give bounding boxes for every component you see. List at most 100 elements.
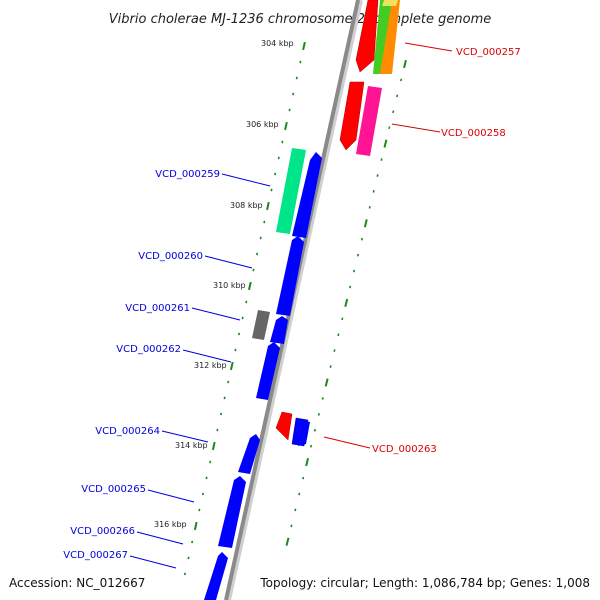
- minor-tick: [299, 60, 302, 64]
- minor-tick: [290, 524, 293, 528]
- leader-line-vcd-000264: [161, 430, 209, 443]
- minor-tick: [372, 190, 375, 193]
- leader-line-vcd-000265: [147, 489, 195, 503]
- gene-vcd-000257[interactable]: [355, 0, 379, 73]
- minor-tick: [252, 268, 255, 272]
- gene-vcd-000262[interactable]: [256, 342, 280, 400]
- gene-label-vcd-000258[interactable]: VCD_000258: [441, 128, 506, 139]
- minor-tick: [219, 412, 223, 416]
- leader-line-vcd-000262: [182, 349, 232, 363]
- minor-tick: [274, 172, 277, 176]
- gene-vcd-000267[interactable]: [204, 552, 228, 600]
- minor-tick: [302, 476, 305, 480]
- minor-tick: [256, 252, 259, 256]
- major-tick: [324, 378, 329, 387]
- minor-tick: [277, 156, 280, 160]
- map-title: Vibrio cholerae MJ-1236 chromosome 2, co…: [109, 12, 491, 27]
- gene-label-vcd-000265[interactable]: VCD_000265: [81, 484, 146, 495]
- gene-label-vcd-000263[interactable]: VCD_000263: [372, 444, 437, 455]
- tick-label: 304 kbp: [261, 39, 294, 48]
- minor-tick: [270, 188, 273, 192]
- minor-tick: [205, 476, 208, 480]
- tick-label: 306 kbp: [246, 120, 279, 129]
- gene-label-vcd-000259[interactable]: VCD_000259: [155, 169, 220, 180]
- minor-tick: [321, 397, 324, 400]
- minor-tick: [333, 349, 336, 353]
- minor-tick: [337, 333, 340, 337]
- leader-line-vcd-000260: [204, 255, 253, 269]
- minor-tick: [313, 428, 316, 432]
- gene-label-vcd-000266[interactable]: VCD_000266: [70, 526, 135, 537]
- gene-label-vcd-000267[interactable]: VCD_000267: [63, 550, 128, 561]
- leader-line-vcd-000266: [136, 531, 184, 545]
- major-tick: [302, 41, 306, 51]
- gene-vcd-000263-a[interactable]: [275, 411, 293, 441]
- minor-tick: [368, 205, 371, 209]
- minor-tick: [216, 428, 219, 432]
- gene-vcd-000259[interactable]: [276, 148, 306, 234]
- leader-line-vcd-000267: [129, 555, 177, 569]
- minor-tick: [191, 540, 194, 544]
- outer-tick-ring: [285, 59, 407, 546]
- minor-tick: [183, 572, 186, 576]
- minor-tick: [223, 396, 226, 400]
- minor-tick: [353, 269, 356, 273]
- gene-vcd-000261[interactable]: [252, 310, 270, 340]
- gene-vcd-000258-a[interactable]: [339, 81, 365, 151]
- minor-tick: [227, 380, 230, 384]
- leader-line-vcd-000261: [191, 307, 241, 321]
- minor-tick: [209, 460, 212, 464]
- gene-label-vcd-000262[interactable]: VCD_000262: [116, 344, 181, 355]
- gene-orange[interactable]: [380, 0, 400, 74]
- gene-vcd-000263-c[interactable]: [298, 420, 310, 446]
- leader-line-vcd-000257: [404, 42, 453, 52]
- major-tick: [403, 59, 407, 69]
- minor-tick: [259, 236, 262, 240]
- gene-orange-top[interactable]: [382, 0, 398, 6]
- gene-vcd-000265[interactable]: [218, 476, 246, 548]
- gene-label-vcd-000257[interactable]: VCD_000257: [456, 47, 521, 58]
- major-tick: [248, 281, 252, 291]
- minor-tick: [238, 332, 241, 336]
- tick-label: 314 kbp: [175, 441, 208, 450]
- tick-label: 316 kbp: [154, 520, 187, 529]
- minor-tick: [187, 556, 190, 560]
- leader-line-vcd-000259: [221, 173, 271, 187]
- minor-tick: [298, 492, 301, 496]
- gene-vcd-000258-b[interactable]: [356, 86, 382, 156]
- gene-label-vcd-000261[interactable]: VCD_000261: [125, 303, 190, 314]
- gene-vcd-000264[interactable]: [238, 434, 260, 474]
- major-tick: [285, 537, 290, 546]
- gene-vcd-000261-b[interactable]: [270, 316, 288, 344]
- minor-tick: [263, 220, 266, 224]
- major-tick: [284, 121, 288, 131]
- minor-tick: [341, 317, 344, 321]
- tick-label: 310 kbp: [213, 281, 246, 290]
- gene-label-vcd-000264[interactable]: VCD_000264: [95, 426, 160, 437]
- minor-tick: [309, 444, 313, 448]
- minor-tick: [396, 94, 399, 98]
- leader-line-vcd-000263: [323, 436, 371, 449]
- minor-tick: [234, 348, 237, 352]
- minor-tick: [388, 126, 391, 130]
- minor-tick: [392, 110, 395, 114]
- gene-vcd-000260[interactable]: [276, 236, 304, 316]
- minor-tick: [376, 174, 379, 177]
- minor-tick: [295, 76, 298, 80]
- minor-tick: [292, 92, 295, 96]
- minor-tick: [400, 78, 403, 82]
- minor-tick: [317, 413, 320, 416]
- major-tick: [229, 361, 234, 371]
- major-tick: [344, 298, 349, 308]
- inner-tick-ring: [183, 41, 306, 576]
- gene-blue-308[interactable]: [292, 152, 322, 238]
- minor-tick: [294, 508, 297, 512]
- genome-summary-text: Topology: circular; Length: 1,086,784 bp…: [260, 576, 590, 590]
- minor-tick: [349, 285, 352, 289]
- minor-tick: [241, 316, 244, 320]
- tick-label: 308 kbp: [230, 201, 263, 210]
- minor-tick: [288, 108, 291, 112]
- major-tick: [305, 458, 310, 467]
- gene-label-vcd-000260[interactable]: VCD_000260: [138, 251, 203, 262]
